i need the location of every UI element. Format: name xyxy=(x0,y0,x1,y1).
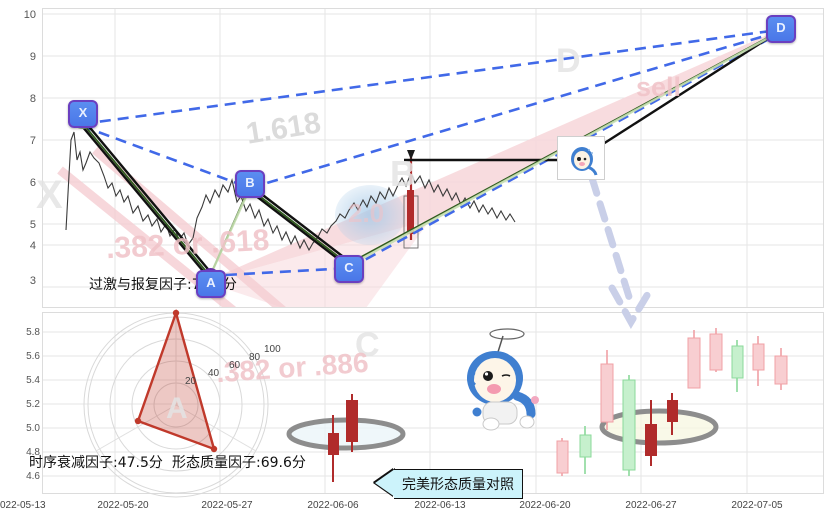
pivot-label-d[interactable]: D xyxy=(766,15,796,43)
radar-ring-label-100: 100 xyxy=(264,344,281,355)
callout-arrow-head xyxy=(375,469,395,497)
radar-ring-label-20: 20 xyxy=(185,376,197,387)
watermark-sell: sell xyxy=(636,72,682,102)
y-tick-lower-0: 5.8 xyxy=(26,327,40,338)
y-tick-upper-6: 4 xyxy=(29,240,36,252)
watermark-fib-20: 2.0 xyxy=(348,198,385,228)
y-tick-upper-2: 8 xyxy=(29,93,36,105)
radar-ring-label-40: 40 xyxy=(208,368,220,379)
x-tick-0: 2022-05-13 xyxy=(0,500,46,511)
callout-label: 完美形态质量对照 xyxy=(402,477,514,493)
y-tick-lower-2: 5.4 xyxy=(26,375,40,386)
y-tick-lower-1: 5.6 xyxy=(26,351,40,362)
x-tick-3: 2022-06-06 xyxy=(307,500,359,511)
upper-plot-frame xyxy=(42,8,824,308)
y-tick-upper-5: 5 xyxy=(29,219,36,231)
y-tick-lower-3: 5.2 xyxy=(26,399,40,410)
y-tick-lower-5: 4.8 xyxy=(26,447,40,458)
x-tick-5: 2022-06-20 xyxy=(519,500,571,511)
x-tick-6: 2022-06-27 xyxy=(625,500,677,511)
x-tick-2: 2022-05-27 xyxy=(201,500,253,511)
puppy-icon-small xyxy=(571,147,598,176)
y-tick-upper-7: 3 xyxy=(29,275,36,287)
puppy-sticker-large xyxy=(455,326,555,436)
pivot-label-x[interactable]: X xyxy=(68,100,98,128)
y-tick-lower-6: 4.6 xyxy=(26,471,40,482)
radar-ring-label-60: 60 xyxy=(229,360,241,371)
y-tick-lower-4: 5.0 xyxy=(26,423,40,434)
y-tick-upper-3: 7 xyxy=(29,135,36,147)
score-quality-label: 形态质量因子:69.6分 xyxy=(172,455,306,471)
pivot-label-a[interactable]: A xyxy=(196,270,226,298)
pivot-label-b[interactable]: B xyxy=(235,170,265,198)
puppy-sticker-small xyxy=(557,136,605,180)
callout-perfect-quality[interactable]: 完美形态质量对照 xyxy=(394,469,523,499)
y-tick-upper-0: 10 xyxy=(23,9,36,21)
radar-ring-label-80: 80 xyxy=(249,352,261,363)
x-tick-4: 2022-06-13 xyxy=(414,500,466,511)
x-tick-7: 2022-07-05 xyxy=(731,500,783,511)
x-tick-1: 2022-05-20 xyxy=(97,500,149,511)
y-tick-upper-4: 6 xyxy=(29,177,36,189)
score-timedecay-label: 时序衰减因子:47.5分 xyxy=(29,455,163,471)
y-tick-upper-1: 9 xyxy=(29,51,36,63)
puppy-icon-large xyxy=(467,328,539,431)
pivot-label-c[interactable]: C xyxy=(334,255,364,283)
